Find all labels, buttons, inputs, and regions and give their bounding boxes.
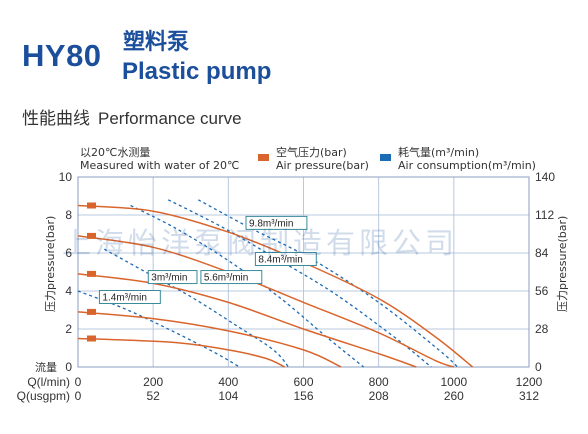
- y-right-tick-label: 84: [535, 246, 549, 260]
- air-consumption-label: 9.8m³/min: [249, 218, 293, 229]
- air-consumption-label: 5.6m³/min: [204, 273, 248, 284]
- x-usgpm-tick-label: 156: [293, 389, 313, 403]
- x-axis-label-usgpm: Q(usgpm): [17, 389, 70, 403]
- air-pressure-marker: [87, 202, 96, 209]
- x-lpm-tick-label: 600: [293, 375, 313, 389]
- measurement-note: 以20℃水测量 Measured with water of 20℃: [80, 146, 239, 172]
- product-title-cn: 塑料泵: [123, 30, 190, 55]
- air-consumption-label: 8.4m³/min: [258, 255, 302, 266]
- y-right-tick-label: 0: [535, 360, 542, 374]
- x-usgpm-tick-label: 0: [75, 389, 82, 403]
- air-consumption-curve: [167, 199, 432, 368]
- air-consumption-label: 3m³/min: [151, 273, 187, 284]
- measurement-note-en: Measured with water of 20℃: [80, 159, 240, 172]
- air-pressure-marker: [87, 335, 96, 342]
- y-right-tick-label: 56: [535, 284, 549, 298]
- legend-air-consumption: 耗气量(m³/min) Air consumption(m³/min): [380, 146, 540, 174]
- air-pressure-curve: [77, 311, 342, 368]
- legend-air-consumption-en: Air consumption(m³/min): [398, 159, 536, 172]
- x-usgpm-tick-label: 208: [369, 389, 389, 403]
- y-left-tick-label: 4: [65, 284, 72, 298]
- legend-swatch-air-consumption: [380, 154, 391, 161]
- legend-air-pressure: 空气压力(bar) Air pressure(bar): [258, 146, 378, 174]
- x-usgpm-tick-label: 52: [146, 389, 160, 403]
- model-name: HY80: [22, 38, 102, 73]
- y-left-tick-label: 6: [65, 246, 72, 260]
- legend-air-consumption-cn: 耗气量(m³/min): [398, 146, 480, 159]
- section-title-cn: 性能曲线: [22, 109, 90, 129]
- x-usgpm-tick-label: 260: [444, 389, 464, 403]
- air-pressure-curve: [77, 337, 286, 368]
- legend-air-pressure-cn: 空气压力(bar): [276, 146, 347, 159]
- air-pressure-marker: [87, 308, 96, 315]
- y-right-tick-label: 140: [535, 170, 555, 184]
- legend-air-pressure-en: Air pressure(bar): [276, 159, 369, 172]
- x-axis-label-flow: 流量: [35, 360, 57, 374]
- y-left-tick-label: 0: [65, 360, 72, 374]
- air-consumption-label-box: [254, 252, 317, 266]
- air-consumption-curve: [103, 248, 290, 368]
- x-usgpm-tick-label: 312: [519, 389, 539, 403]
- y-right-tick-label: 112: [535, 208, 554, 222]
- x-lpm-tick-label: 1000: [440, 375, 467, 389]
- x-lpm-tick-label: 0: [75, 375, 82, 389]
- air-consumption-label-box: [147, 270, 198, 285]
- legend-swatch-air-pressure: [258, 154, 269, 161]
- x-lpm-tick-label: 800: [369, 375, 389, 389]
- plot-frame: [77, 176, 530, 368]
- x-usgpm-tick-label: 104: [218, 389, 238, 403]
- air-consumption-label-box: [200, 270, 263, 285]
- air-consumption-label-box: [245, 215, 308, 230]
- air-pressure-marker: [87, 232, 96, 239]
- x-lpm-tick-label: 200: [143, 375, 163, 389]
- y-left-tick-label: 10: [59, 170, 73, 184]
- air-pressure-marker: [87, 270, 96, 277]
- air-consumption-label: 1.4m³/min: [102, 293, 146, 304]
- y-right-axis-label: 压力pressure(bar): [556, 216, 569, 312]
- x-axis-label-lpm: Q(l/min): [27, 375, 70, 389]
- section-title-en: Performance curve: [98, 109, 242, 128]
- y-right-tick-label: 28: [535, 322, 549, 336]
- product-title-en: Plastic pump: [122, 58, 272, 85]
- air-pressure-curve: [77, 273, 417, 368]
- measurement-note-cn: 以20℃水测量: [80, 146, 151, 159]
- air-consumption-label-box: [98, 290, 161, 304]
- y-left-tick-label: 2: [65, 322, 72, 336]
- y-left-axis-label: 压力pressure(bar): [44, 216, 57, 312]
- air-pressure-curve: [77, 235, 455, 368]
- y-left-tick-label: 8: [65, 208, 72, 222]
- x-lpm-tick-label: 1200: [516, 375, 543, 389]
- section-title: 性能曲线 Performance curve: [22, 104, 242, 129]
- x-lpm-tick-label: 400: [218, 375, 238, 389]
